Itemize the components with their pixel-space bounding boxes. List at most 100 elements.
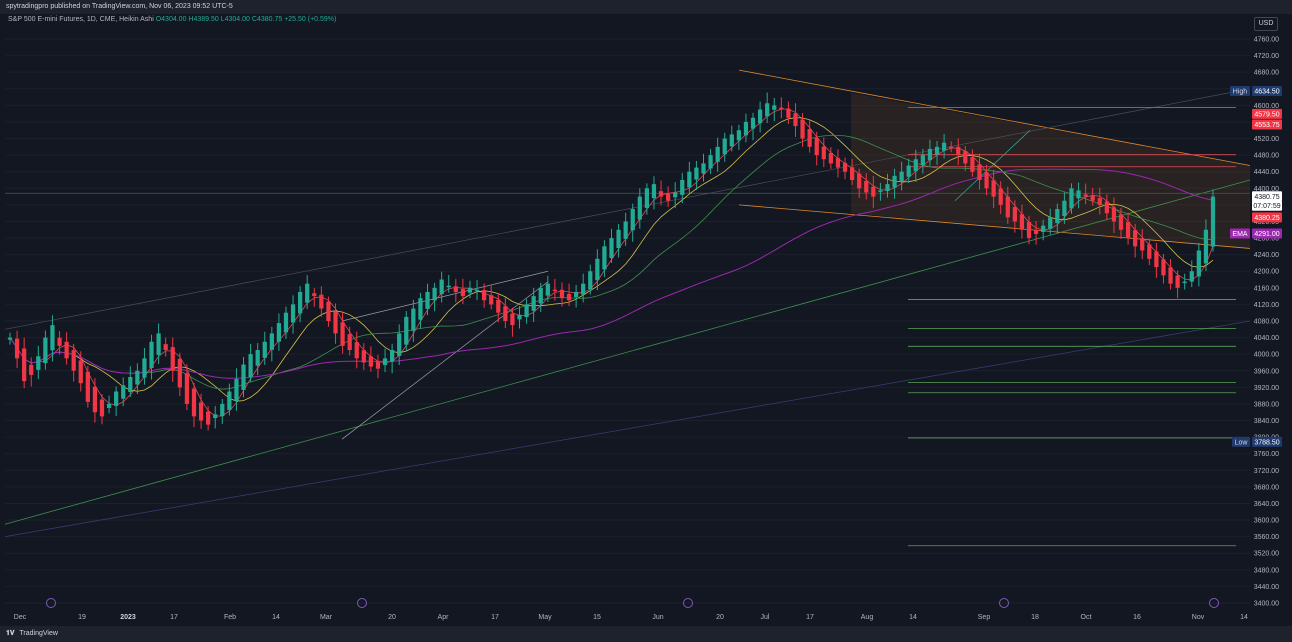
candle — [255, 342, 260, 376]
price-tick: 4120.00 — [1254, 302, 1279, 309]
price-tick: 4440.00 — [1254, 169, 1279, 176]
event-marker-icon — [357, 598, 367, 608]
price-tick: 4760.00 — [1254, 37, 1279, 44]
candle — [694, 160, 699, 190]
candle-body — [1154, 251, 1159, 268]
candle-body — [255, 350, 260, 366]
candle-body — [1111, 207, 1117, 222]
ma-short-line — [9, 117, 1214, 402]
time-tick: 19 — [78, 614, 86, 621]
candle — [382, 348, 388, 373]
candle — [234, 368, 239, 411]
ema-value-label: 4291.00 — [1254, 231, 1279, 238]
event-marker-icon — [46, 598, 56, 608]
candle — [290, 295, 296, 334]
candle-body — [326, 301, 331, 321]
candle-body — [595, 258, 600, 281]
candle — [99, 394, 105, 425]
candle-body — [842, 162, 848, 172]
candle-body — [757, 109, 763, 124]
high-value-label: 4634.50 — [1254, 89, 1279, 96]
candle — [390, 343, 395, 374]
candle — [970, 149, 975, 177]
candle-body — [269, 333, 274, 350]
candle — [156, 323, 161, 364]
candle-body — [64, 341, 69, 359]
high-value: H4389.50 — [188, 16, 219, 23]
high-name-label: High — [1233, 89, 1248, 96]
time-tick: May — [538, 614, 552, 621]
price-tick: 4160.00 — [1254, 285, 1279, 292]
candle — [835, 149, 841, 178]
candle — [665, 186, 671, 207]
candle — [878, 182, 883, 201]
candle-body — [85, 371, 90, 402]
time-axis[interactable]: Dec 19 2023 17 Feb 14 Mar 20 Apr 17 May 15 Jun 20 Jul 1… — [14, 614, 1248, 621]
low-value-label: 3788.50 — [1254, 439, 1279, 446]
candle-body — [1062, 200, 1067, 217]
currency-button[interactable]: USD — [1254, 17, 1278, 31]
candle — [1104, 194, 1109, 221]
candle-body — [1019, 214, 1025, 230]
candle — [191, 382, 197, 428]
candle — [14, 330, 20, 368]
candle — [368, 346, 374, 372]
candle — [312, 287, 317, 307]
level-label-2-bg — [1252, 119, 1282, 130]
candle — [821, 137, 826, 168]
time-tick: 14 — [272, 614, 280, 621]
time-tick: 17 — [170, 614, 178, 621]
candle-body — [581, 283, 586, 295]
candle — [757, 101, 763, 133]
candle-body — [878, 190, 883, 192]
candle-body — [984, 172, 989, 189]
candle — [1076, 182, 1081, 209]
candle-body — [531, 296, 536, 311]
candle-body — [970, 157, 975, 172]
candle — [552, 278, 558, 301]
candle — [545, 275, 550, 302]
candle — [418, 292, 423, 329]
candle-body — [956, 146, 961, 156]
candle-body — [934, 146, 940, 155]
candle — [786, 101, 791, 125]
candle — [1019, 204, 1025, 239]
candle — [1090, 188, 1095, 206]
candle — [128, 366, 133, 397]
candle — [241, 357, 246, 398]
candle-body — [1196, 250, 1201, 277]
time-tick: 20 — [388, 614, 396, 621]
candle-body — [1175, 275, 1180, 288]
candle-body — [7, 337, 13, 340]
candle-body — [1033, 230, 1039, 234]
candle — [1182, 273, 1187, 290]
attribution-text: spytradingpro published on TradingView.c… — [6, 3, 233, 10]
candle-body — [106, 403, 112, 408]
candle — [644, 183, 650, 215]
price-tick: 4200.00 — [1254, 269, 1279, 276]
horizontal-levels — [908, 107, 1236, 547]
candle — [467, 280, 473, 299]
price-tick: 4720.00 — [1254, 53, 1279, 60]
event-marker-icon — [683, 598, 693, 608]
candle — [892, 168, 897, 199]
price-tick: 3440.00 — [1254, 584, 1279, 591]
candle-body — [354, 342, 359, 359]
candle — [1154, 242, 1159, 278]
low-name-label: Low — [1235, 439, 1249, 446]
price-tick: 3880.00 — [1254, 401, 1279, 408]
candle-body — [609, 238, 614, 258]
candle — [1033, 220, 1039, 245]
candle-body — [630, 209, 635, 231]
candle-body — [474, 289, 480, 292]
candle — [531, 287, 536, 322]
support-trendline — [4, 179, 1251, 525]
candle-body — [708, 155, 713, 169]
candle-body — [552, 289, 558, 292]
candle — [793, 103, 798, 137]
candle — [213, 406, 218, 429]
candle-body — [78, 360, 83, 384]
price-tick: 3400.00 — [1254, 601, 1279, 608]
change-value: +25.50 (+0.59%) — [284, 16, 337, 23]
